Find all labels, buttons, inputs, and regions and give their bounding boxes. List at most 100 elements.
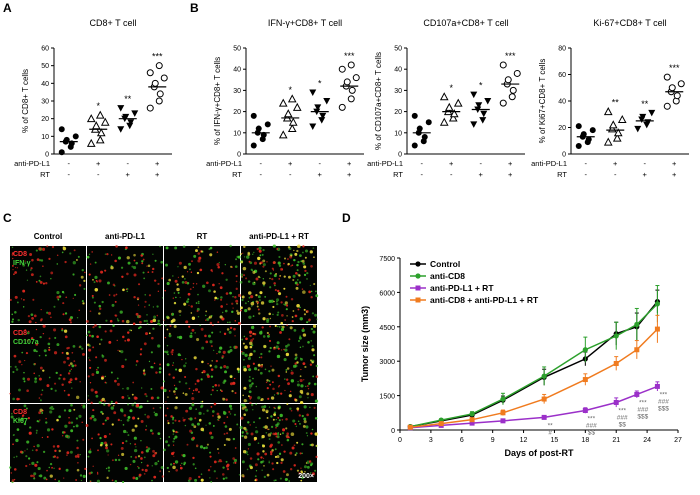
green-signal xyxy=(284,348,288,352)
green-signal xyxy=(93,281,96,284)
red-signal xyxy=(79,381,81,383)
green-signal xyxy=(135,477,139,480)
yellow-signal xyxy=(304,256,307,259)
red-signal xyxy=(249,457,253,460)
green-signal xyxy=(143,456,146,459)
green-signal xyxy=(143,319,146,323)
data-point xyxy=(309,89,317,97)
green-signal xyxy=(39,474,43,478)
green-signal xyxy=(177,291,180,294)
stain-label-red: CD8 xyxy=(13,330,27,337)
green-signal xyxy=(177,353,181,357)
green-signal xyxy=(15,455,18,458)
red-signal xyxy=(88,359,91,361)
green-signal xyxy=(145,319,149,323)
red-signal xyxy=(85,319,89,323)
red-signal xyxy=(245,337,248,341)
green-signal xyxy=(229,244,232,248)
green-signal xyxy=(309,284,311,287)
green-signal xyxy=(301,443,304,446)
yellow-signal xyxy=(105,443,108,447)
red-signal xyxy=(21,414,24,418)
red-signal xyxy=(213,299,216,301)
yellow-signal xyxy=(303,265,307,269)
yellow-signal xyxy=(193,425,197,429)
green-signal xyxy=(16,301,19,304)
red-signal xyxy=(125,246,128,250)
green-signal xyxy=(314,469,317,472)
red-signal xyxy=(89,480,92,483)
red-signal xyxy=(14,271,17,274)
green-signal xyxy=(23,404,27,408)
data-point xyxy=(314,104,322,111)
yellow-signal xyxy=(298,274,301,277)
red-signal xyxy=(282,428,286,432)
red-signal xyxy=(221,355,225,358)
significance-label: *** xyxy=(344,51,355,61)
micrograph-tile xyxy=(239,244,319,325)
green-signal xyxy=(221,311,224,314)
red-signal xyxy=(229,326,233,330)
red-signal xyxy=(226,416,229,418)
green-signal xyxy=(283,303,285,306)
yellow-signal xyxy=(236,311,241,315)
green-signal xyxy=(173,292,176,294)
data-point xyxy=(117,126,125,133)
green-signal xyxy=(293,258,296,262)
yellow-signal xyxy=(244,345,248,349)
green-signal xyxy=(169,463,173,466)
red-signal xyxy=(298,471,301,475)
red-signal xyxy=(139,353,142,356)
red-signal xyxy=(310,264,313,268)
red-signal xyxy=(89,416,93,420)
red-signal xyxy=(107,454,109,456)
yellow-signal xyxy=(296,407,300,411)
yellow-signal xyxy=(228,427,232,431)
green-signal xyxy=(184,278,186,280)
red-signal xyxy=(61,328,64,330)
red-signal xyxy=(89,366,92,370)
yellow-signal xyxy=(266,331,269,335)
green-signal xyxy=(68,409,72,413)
green-signal xyxy=(146,322,149,325)
micrograph-column-header: anti-PD-L1 + RT xyxy=(249,232,309,241)
red-signal xyxy=(9,298,12,301)
red-signal xyxy=(159,470,162,473)
red-signal xyxy=(266,317,268,320)
green-signal xyxy=(76,317,79,319)
green-signal xyxy=(98,325,102,329)
green-signal xyxy=(206,409,209,412)
condition-sign: + xyxy=(643,170,648,179)
green-signal xyxy=(79,474,83,477)
green-signal xyxy=(272,244,276,248)
red-signal xyxy=(226,468,230,471)
red-signal xyxy=(115,293,118,296)
yellow-signal xyxy=(209,253,213,257)
red-signal xyxy=(228,410,231,414)
green-signal xyxy=(303,465,307,469)
green-signal xyxy=(21,333,24,336)
red-signal xyxy=(29,253,33,256)
red-signal xyxy=(266,387,269,390)
red-signal xyxy=(187,292,191,296)
green-signal xyxy=(253,421,255,424)
red-signal xyxy=(62,302,65,305)
red-signal xyxy=(192,402,194,404)
green-signal xyxy=(273,411,277,414)
green-signal xyxy=(126,387,130,390)
micrograph-background xyxy=(164,325,240,403)
green-signal xyxy=(307,397,309,399)
green-signal xyxy=(257,458,260,461)
red-signal xyxy=(115,245,118,248)
green-signal xyxy=(163,380,166,383)
yellow-signal xyxy=(249,341,253,346)
condition-sign: + xyxy=(449,159,454,168)
green-signal xyxy=(78,414,82,418)
green-signal xyxy=(194,332,196,334)
green-signal xyxy=(72,273,75,276)
data-point xyxy=(160,74,168,82)
green-signal xyxy=(158,323,162,327)
red-signal xyxy=(124,339,127,342)
group-2: * xyxy=(86,101,110,147)
yellow-signal xyxy=(274,455,278,459)
